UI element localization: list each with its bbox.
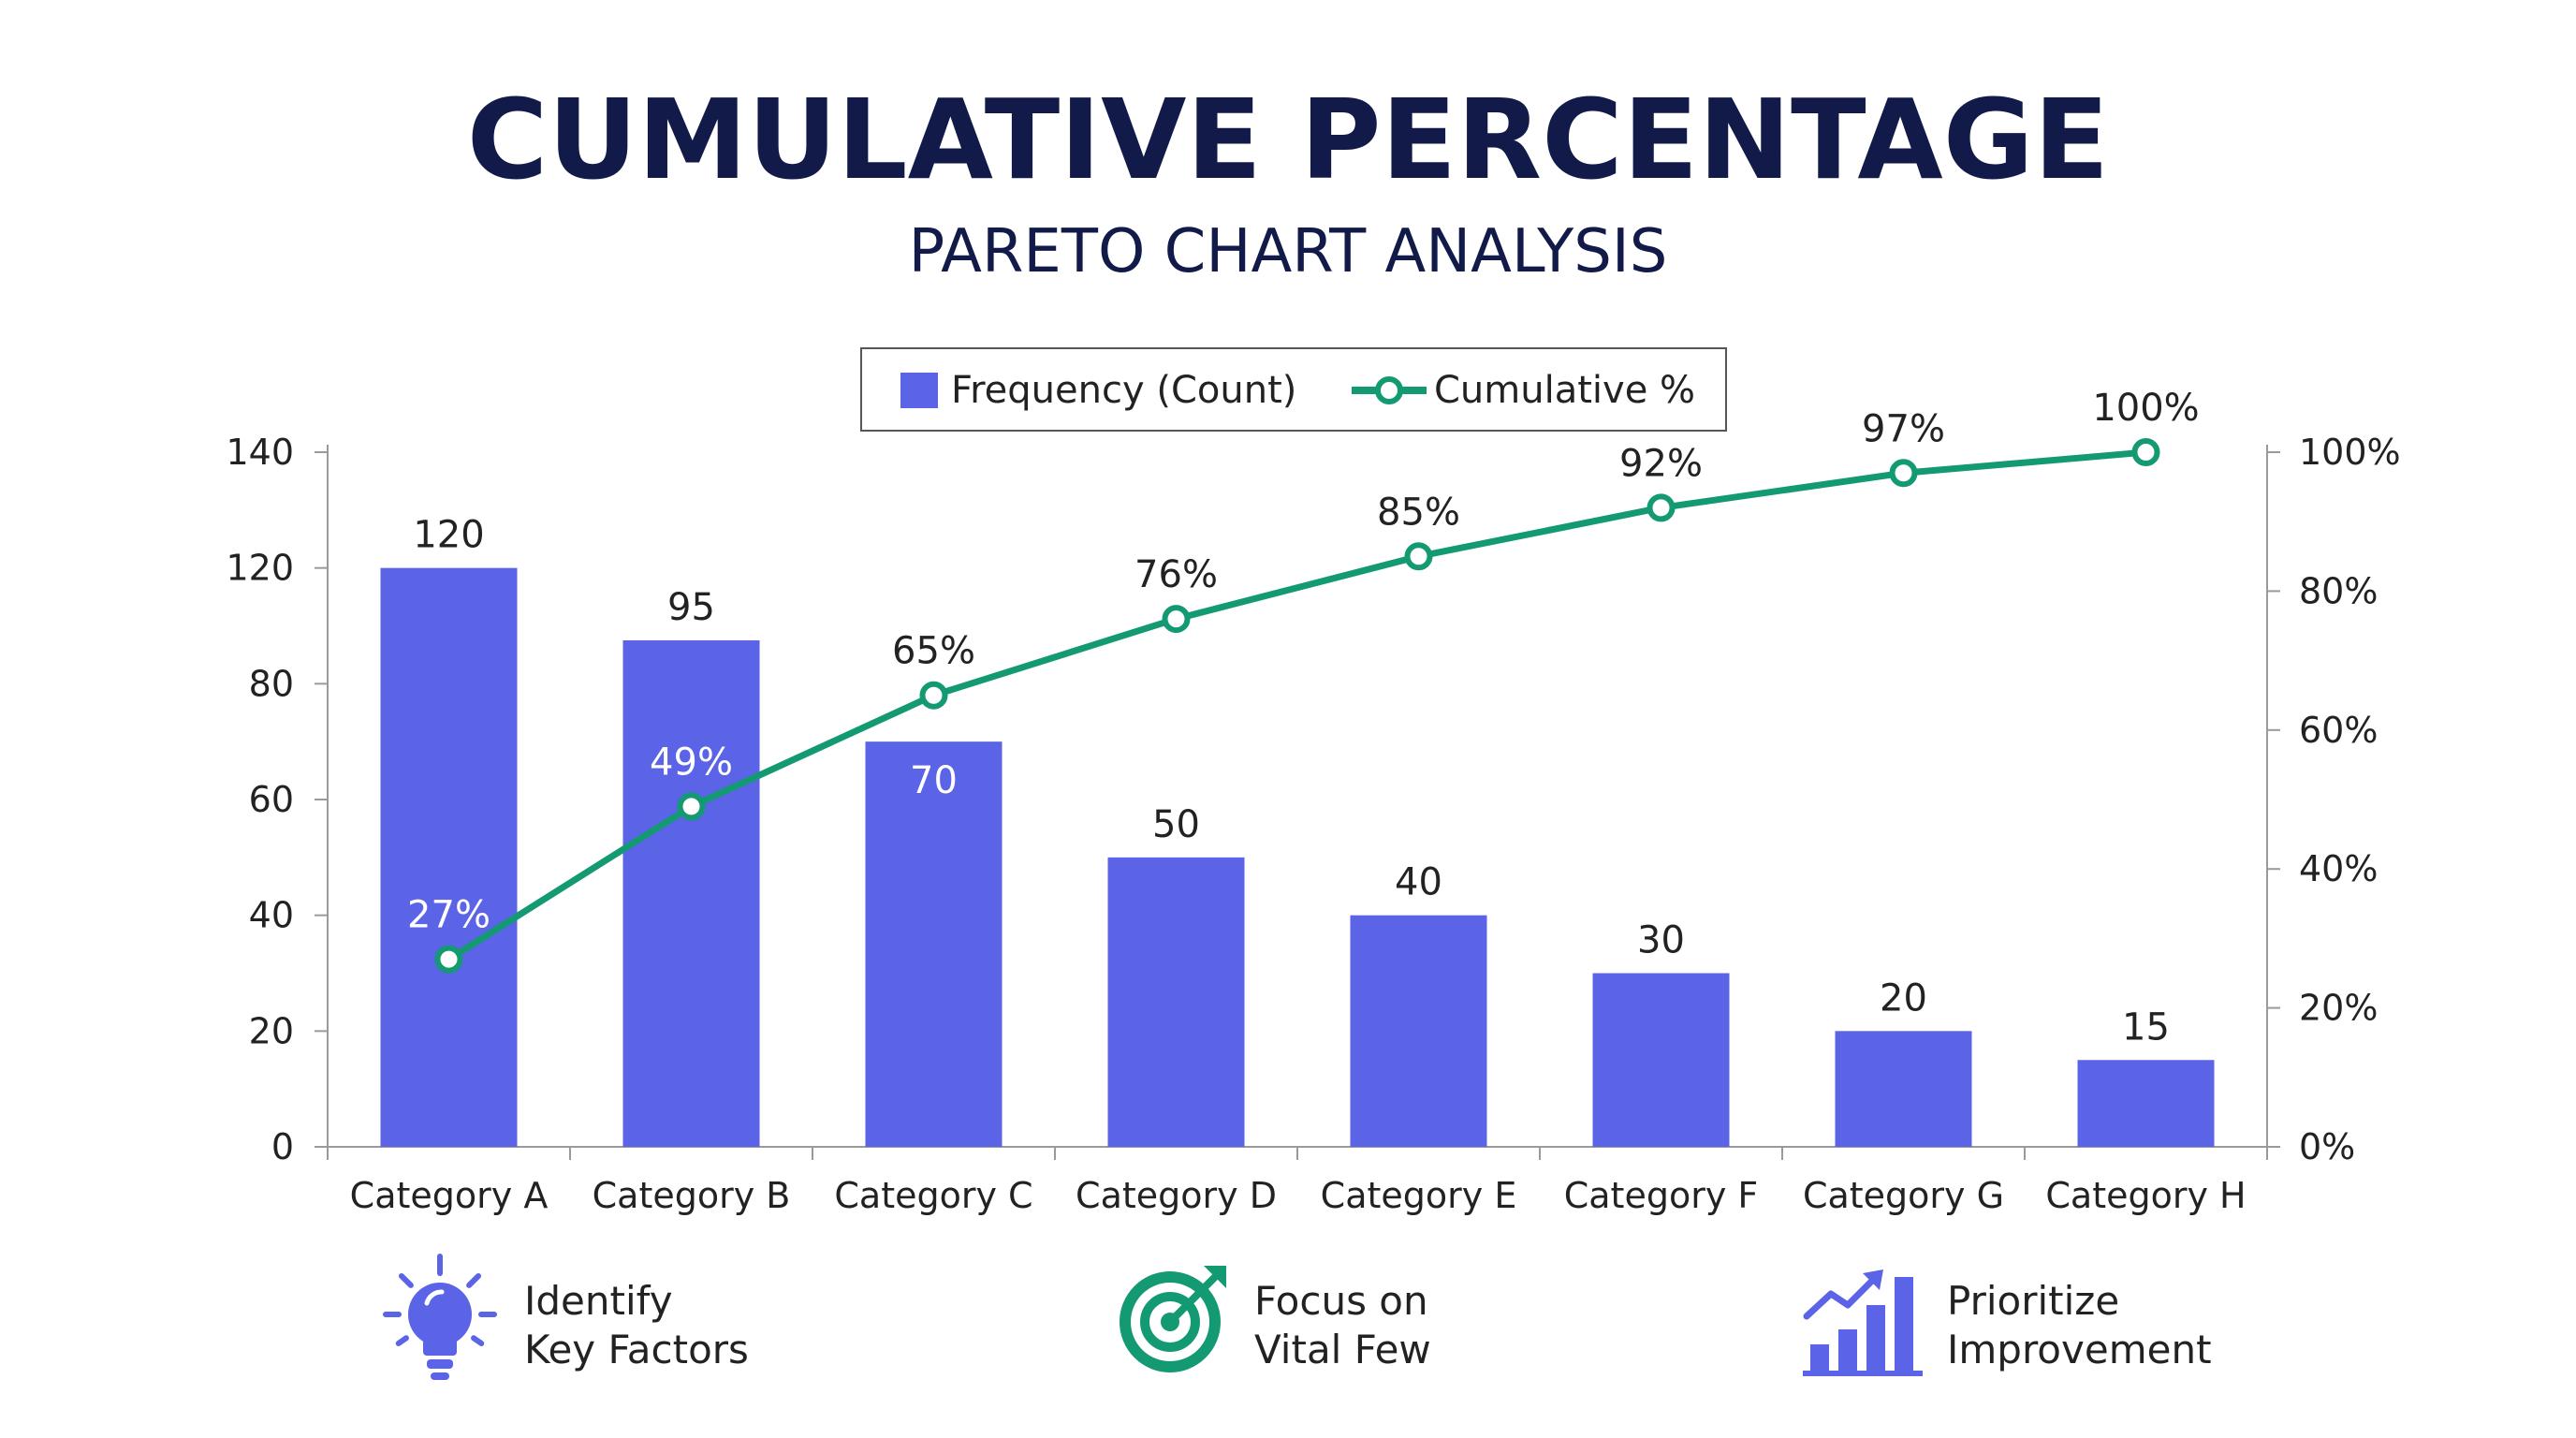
cumulative-value-label: 76% — [1134, 553, 1218, 596]
category-label: Category A — [350, 1175, 549, 1216]
legend-label-frequency: Frequency (Count) — [951, 369, 1296, 412]
right-tick-label: 80% — [2299, 570, 2378, 611]
cumulative-value-label: 92% — [1619, 442, 1703, 485]
bar — [865, 741, 1003, 1147]
legend-box — [860, 347, 1727, 432]
right-tick-label: 60% — [2299, 710, 2378, 751]
cumulative-value-label: 27% — [407, 894, 490, 937]
bar-value-label: 70 — [910, 759, 958, 802]
growth-chart-icon — [1803, 1269, 1923, 1376]
bar — [622, 639, 760, 1147]
category-label: Category E — [1321, 1175, 1517, 1216]
category-label: Category D — [1076, 1175, 1277, 1216]
cumulative-point — [1647, 493, 1676, 522]
bar-series: 120 95 70 50 40 30 20 15 — [380, 514, 2215, 1147]
bar-value-label: 120 — [413, 514, 484, 557]
cumulative-point — [919, 681, 948, 710]
category-label: Category H — [2045, 1175, 2246, 1216]
right-tick-label: 0% — [2299, 1126, 2355, 1167]
cumulative-value-label: 85% — [1377, 491, 1460, 534]
cumulative-value-label: 100% — [2092, 387, 2199, 430]
cumulative-point — [1162, 605, 1191, 634]
right-tick-label: 20% — [2299, 988, 2378, 1029]
cumulative-point — [677, 792, 706, 821]
bar — [380, 567, 518, 1147]
cumulative-value-label: 97% — [1862, 407, 1945, 450]
left-tick-label: 80 — [249, 663, 294, 704]
legend-marker-cumulative — [1375, 376, 1403, 404]
left-tick-label: 60 — [249, 779, 294, 820]
left-tick-label: 40 — [249, 895, 294, 936]
right-tick-label: 40% — [2299, 848, 2378, 889]
right-tick-label: 100% — [2299, 432, 2401, 473]
category-label: Category G — [1803, 1175, 2004, 1216]
category-label: Category B — [593, 1175, 791, 1216]
category-label: Category C — [834, 1175, 1032, 1216]
left-tick-label: 0 — [271, 1126, 294, 1167]
bar-value-label: 40 — [1395, 861, 1442, 904]
bar-value-label: 30 — [1637, 919, 1685, 962]
target-icon — [1120, 1266, 1226, 1372]
bar-value-label: 95 — [667, 586, 715, 629]
left-tick-label: 20 — [249, 1010, 294, 1051]
cumulative-point — [434, 945, 463, 974]
chart-axes: 0 20 40 60 80 120 140 0% 20% 40% 60% 80% 100% Categor… — [226, 432, 2400, 1216]
left-tick-label: 120 — [226, 548, 294, 589]
bar-value-label: 50 — [1152, 803, 1200, 846]
left-tick-label: 140 — [226, 432, 294, 473]
bar — [1107, 857, 1245, 1147]
cumulative-value-label: 49% — [650, 741, 733, 784]
feature-line-1: Identify — [524, 1278, 673, 1324]
feature-line-1: Prioritize — [1947, 1278, 2119, 1324]
legend-label-cumulative: Cumulative % — [1434, 369, 1695, 412]
feature-line-2: Key Factors — [524, 1327, 749, 1372]
chart-legend: Frequency (Count) Cumulative % — [860, 347, 1727, 432]
feature-line-1: Focus on — [1254, 1278, 1428, 1324]
cumulative-line-series: 27% 49% 65% 76% 85% 92% 97% 100% — [407, 387, 2200, 974]
bar-value-label: 20 — [1880, 976, 1927, 1020]
feature-line-2: Vital Few — [1254, 1327, 1431, 1372]
legend-swatch-frequency — [900, 373, 938, 408]
chart-title: CUMULATIVE PERCENTAGE — [467, 75, 2109, 204]
chart-subtitle: PARETO CHART ANALYSIS — [909, 217, 1668, 286]
cumulative-point — [1404, 542, 1433, 571]
cumulative-line — [446, 448, 2146, 962]
cumulative-point — [2131, 438, 2160, 466]
lightbulb-icon — [383, 1254, 497, 1380]
bar — [2077, 1060, 2215, 1147]
feature-line-2: Improvement — [1947, 1327, 2212, 1372]
bar — [1835, 1031, 1972, 1147]
cumulative-value-label: 65% — [892, 630, 975, 673]
category-label: Category F — [1564, 1175, 1759, 1216]
bar — [1592, 973, 1730, 1147]
bar — [1350, 915, 1487, 1147]
bar-value-label: 15 — [2122, 1005, 2170, 1049]
cumulative-point — [1889, 459, 1918, 488]
